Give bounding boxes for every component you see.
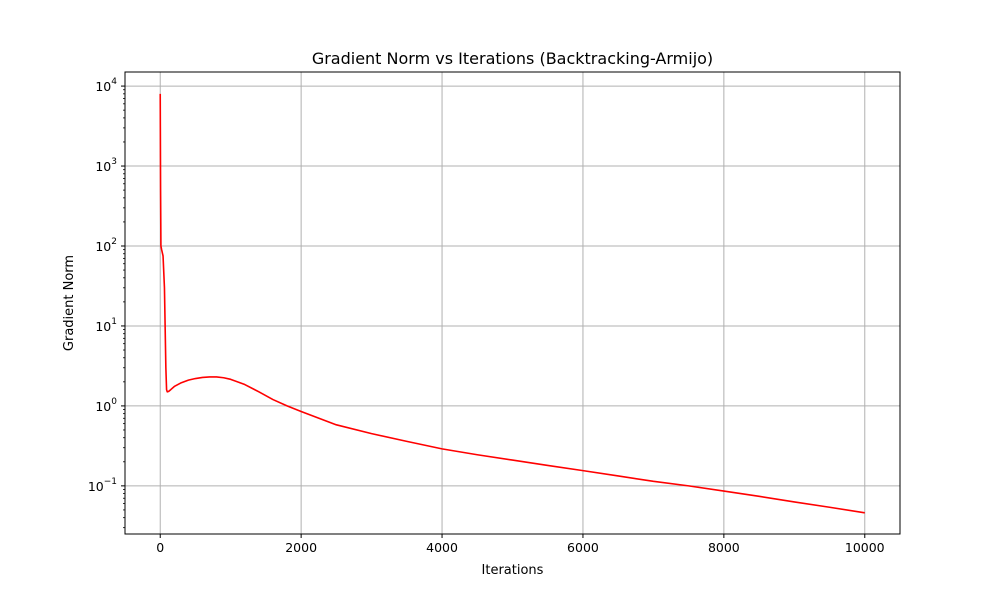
x-tick-label: 8000 (708, 540, 740, 555)
x-tick-label: 10000 (845, 540, 885, 555)
y-tick-label-exponent: 4 (111, 77, 117, 87)
x-axis-label: Iterations (482, 563, 544, 578)
y-tick-label-exponent: 3 (111, 157, 117, 167)
chart-title: Gradient Norm vs Iterations (Backtrackin… (312, 49, 713, 68)
y-tick-label: 104 (95, 77, 117, 94)
x-tick-label: 6000 (567, 540, 599, 555)
y-tick-label: 103 (95, 157, 117, 174)
grid-layer (125, 72, 900, 534)
y-tick-label-base: 10 (95, 159, 111, 174)
y-tick-label: 10−1 (88, 477, 117, 494)
tick-layer: 0 2000 4000 6000 8000 1000010−110010110210310… (88, 77, 885, 555)
x-tick-label: 4000 (426, 540, 458, 555)
y-tick-label-exponent: −1 (104, 477, 117, 487)
y-axis-label: Gradient Norm (62, 255, 77, 351)
y-tick-label-base: 10 (95, 399, 111, 414)
series-line (159, 93, 865, 514)
y-tick-label-exponent: 0 (111, 397, 117, 407)
y-tick-label-exponent: 1 (111, 317, 117, 327)
y-tick-label-base: 10 (95, 239, 111, 254)
x-tick-label: 0 (156, 540, 164, 555)
x-tick-label: 2000 (285, 540, 317, 555)
y-tick-label-base: 10 (95, 319, 111, 334)
y-tick-label-base: 10 (88, 479, 104, 494)
y-tick-label: 100 (95, 397, 117, 414)
y-tick-label: 102 (95, 237, 117, 254)
y-tick-label: 101 (95, 317, 117, 334)
series-layer (159, 93, 865, 514)
y-tick-label-exponent: 2 (111, 237, 117, 247)
plot-area-frame (124, 71, 901, 535)
y-tick-label-base: 10 (95, 79, 111, 94)
